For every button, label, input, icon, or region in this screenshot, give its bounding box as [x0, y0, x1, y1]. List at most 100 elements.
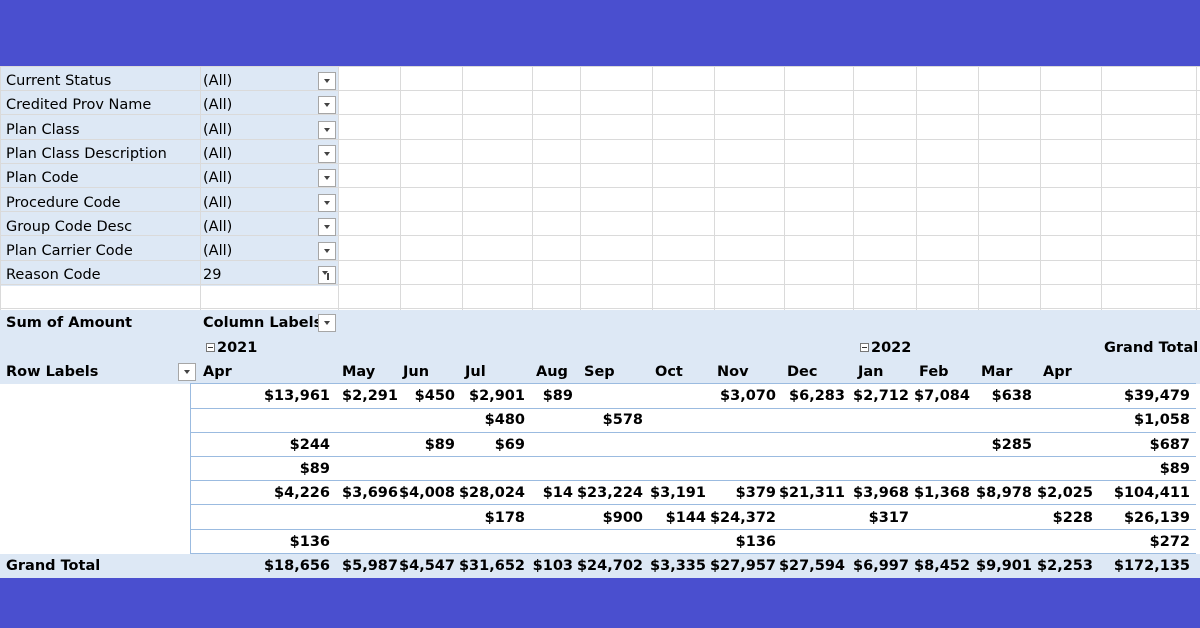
collapse-2022-icon[interactable]	[860, 343, 869, 352]
row-labels-dropdown-button[interactable]	[178, 363, 196, 381]
filter-dropdown-button[interactable]	[318, 217, 336, 236]
month-header: Apr	[1043, 364, 1072, 380]
pivot-band	[0, 554, 1200, 578]
pivot-value-cell: $21,311	[778, 485, 845, 502]
pivot-value-cell: $3,070	[720, 388, 776, 404]
grid-line	[1040, 66, 1041, 310]
column-labels-dropdown-button[interactable]	[318, 314, 336, 332]
month-header: Jan	[858, 364, 884, 380]
filter-value: (All)	[203, 170, 233, 187]
grid-line	[916, 66, 917, 310]
grand-total-value-cell: $9,901	[976, 558, 1032, 574]
pivot-value-cell: $1,368	[914, 485, 970, 502]
pivot-value-cell: $3,968	[853, 485, 909, 502]
grand-total-value-cell: $172,135	[1113, 558, 1190, 574]
pivot-band	[0, 66, 338, 286]
pivot-band	[0, 310, 1200, 384]
filter-dropdown-button[interactable]	[318, 169, 336, 188]
grid-line	[532, 66, 533, 310]
month-header: Mar	[981, 364, 1013, 380]
pivot-value-cell: $23,224	[576, 485, 643, 502]
grand-total-row-label: Grand Total	[6, 558, 101, 574]
grid-line	[784, 66, 785, 310]
pivot-value-cell: $2,901	[469, 388, 525, 404]
filter-dropdown-button[interactable]	[318, 120, 336, 139]
pivot-value-cell: $136	[289, 533, 330, 550]
row-labels-header: Row Labels	[6, 364, 99, 380]
pivot-value-cell: $39,479	[1123, 388, 1190, 404]
pivot-value-cell: $144	[665, 509, 706, 526]
grid-line	[338, 66, 339, 310]
pivot-value-cell: $26,139	[1123, 509, 1190, 526]
month-header: Aug	[536, 364, 568, 380]
month-header: Feb	[919, 364, 949, 380]
filter-dropdown-button[interactable]	[318, 242, 336, 261]
year-2021-header: 2021	[217, 340, 258, 356]
pivot-value-cell: $272	[1149, 533, 1190, 550]
grid-line	[652, 66, 653, 310]
pivot-value-cell	[1003, 530, 1093, 554]
filter-dropdown-button[interactable]	[318, 144, 336, 163]
grid-line	[0, 187, 1200, 188]
column-labels-header: Column Labels	[203, 315, 323, 331]
sum-of-amount-label: Sum of Amount	[6, 315, 133, 331]
grand-total-value-cell: $3,335	[650, 558, 706, 574]
pivot-value-cell: $687	[1149, 436, 1190, 453]
pivot-value-cell: $89	[542, 388, 573, 404]
pivot-value-cell: $900	[602, 509, 643, 526]
grand-total-value-cell: $31,652	[458, 558, 525, 574]
pivot-row-line	[190, 504, 1196, 505]
grand-total-value-cell: $4,547	[399, 558, 455, 574]
grid-line	[0, 211, 1200, 213]
pivot-value-cell: $7,084	[914, 388, 970, 404]
pivot-value-cell: $228	[1052, 509, 1093, 526]
grand-total-value-cell: $103	[532, 558, 573, 574]
filter-dropdown-button[interactable]	[318, 72, 336, 90]
grid-line	[1101, 66, 1102, 310]
pivot-value-cell: $28,024	[458, 485, 525, 502]
month-header: Oct	[655, 364, 683, 380]
pivot-value-cell: $2,712	[853, 388, 909, 404]
filter-label: Group Code Desc	[6, 218, 133, 235]
pivot-value-cell: $4,008	[399, 485, 455, 502]
filter-dropdown-button[interactable]	[318, 96, 336, 115]
filter-dropdown-button[interactable]	[318, 193, 336, 212]
filter-applied-dropdown-button[interactable]	[318, 266, 336, 285]
grand-total-value-cell: $18,656	[263, 558, 330, 574]
filter-value: (All)	[203, 218, 233, 235]
grid-line	[0, 66, 1, 310]
month-header: Dec	[787, 364, 818, 380]
grid-line	[190, 384, 191, 554]
grid-line	[0, 283, 1200, 285]
month-header: Jun	[403, 364, 430, 380]
grand-total-value-cell: $27,957	[709, 558, 776, 574]
grid-line	[200, 66, 201, 310]
pivot-value-cell: $89	[424, 436, 455, 453]
pivot-value-cell: $2,291	[342, 388, 398, 404]
grid-line	[462, 66, 463, 310]
month-header: Nov	[717, 364, 749, 380]
spreadsheet-area[interactable]: Current Status (All) Credited Prov Name (Al…	[0, 66, 1200, 578]
pivot-value-cell	[1003, 457, 1093, 481]
filter-label: Plan Class	[6, 121, 80, 138]
pivot-value-cell: $136	[735, 533, 776, 550]
grid-line	[0, 138, 1200, 140]
pivot-value-cell: $244	[289, 436, 330, 453]
pivot-value-cell: $8,978	[976, 485, 1032, 502]
pivot-row-line	[190, 432, 1196, 433]
filter-label: Plan Code	[6, 170, 79, 187]
pivot-value-cell	[1003, 433, 1093, 457]
filter-value: 29	[203, 267, 222, 284]
grand-total-value-cell: $5,987	[342, 558, 398, 574]
filter-value: (All)	[203, 194, 233, 211]
pivot-value-cell: $89	[1159, 460, 1190, 477]
grid-line	[1196, 66, 1197, 310]
filter-value: (All)	[203, 145, 233, 162]
pivot-row-line	[190, 553, 1196, 554]
filter-label: Current Status	[6, 73, 112, 89]
collapse-2021-icon[interactable]	[206, 343, 215, 352]
pivot-value-cell: $3,696	[342, 485, 398, 502]
pivot-value-cell: $104,411	[1113, 485, 1190, 502]
pivot-value-cell: $178	[484, 509, 525, 526]
pivot-value-cell: $69	[494, 436, 525, 453]
